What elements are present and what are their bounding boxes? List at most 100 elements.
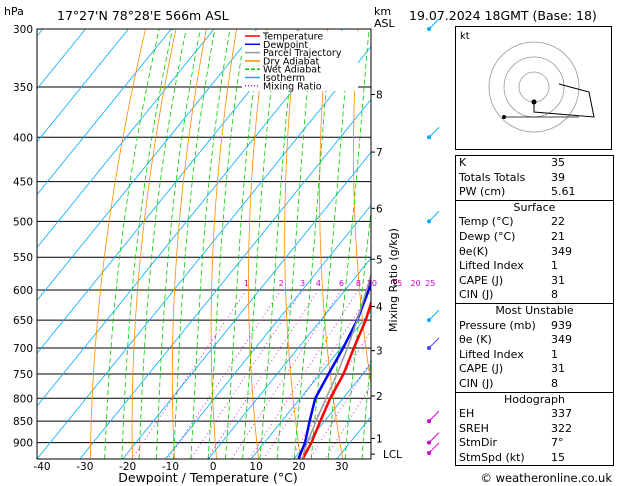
wet-adiabat	[173, 29, 216, 459]
wet-adiabat	[327, 29, 370, 459]
pressure-tick-label: 600	[13, 285, 33, 297]
pressure-tick-label: 350	[13, 82, 33, 94]
mixing-ratio-label: 10	[367, 279, 377, 288]
hodograph-ring	[488, 41, 580, 133]
pressure-tick-label: 550	[13, 252, 33, 264]
isotherm	[122, 151, 371, 459]
profile-parcel-trajectory	[302, 271, 371, 459]
dry-adiabat	[131, 29, 177, 459]
legend-label: Isotherm	[263, 73, 305, 84]
pressure-tick-label: 500	[13, 216, 33, 228]
wind-barb	[428, 410, 440, 422]
legend-label: Mixing Ratio	[263, 81, 322, 92]
hodograph-label: EH	[459, 407, 475, 421]
hodograph-value: 7°	[551, 436, 564, 450]
km-tick-label: 2	[376, 391, 383, 403]
wet-adiabat	[207, 29, 247, 459]
mixing-ratio-line	[289, 330, 371, 459]
pressure-tick-label: 850	[13, 416, 33, 428]
wind-barb-dot	[427, 318, 431, 323]
wet-adiabat	[259, 29, 297, 459]
km-tick-label: 7	[376, 147, 383, 159]
index-label: Totals Totals	[459, 170, 526, 184]
most-unstable-value: 349	[551, 333, 572, 347]
mixing-ratio-line	[263, 290, 371, 459]
asl-label: ASL	[374, 17, 396, 30]
wind-barb-dot	[427, 27, 431, 31]
wet-adiabat	[138, 29, 187, 459]
most-unstable-value: 1	[551, 347, 558, 361]
hodograph-row: StmSpd (kt) 15	[456, 451, 613, 466]
mixing-ratio-label: 1	[244, 279, 249, 288]
most-unstable-label: Lifted Index	[459, 347, 524, 361]
hodograph-row: EH 337	[456, 407, 613, 422]
pressure-tick-label: 700	[13, 343, 33, 355]
hodograph-label: SREH	[459, 421, 489, 435]
dry-adiabat	[284, 29, 302, 459]
wind-barbs	[427, 18, 440, 455]
surface-value: 21	[551, 229, 565, 243]
plot-frame	[36, 28, 372, 460]
most-unstable-label: Pressure (mb)	[459, 318, 536, 332]
dry-adiabat	[89, 29, 146, 459]
most-unstable-title: Most Unstable	[456, 302, 613, 319]
index-row: K 35	[456, 156, 613, 171]
wet-adiabat	[225, 29, 263, 459]
index-row: PW (cm) 5.61	[456, 185, 613, 200]
surface-row: θe(K) 349	[456, 245, 613, 260]
dry-adiabat	[319, 29, 344, 459]
wind-barb-dot	[427, 346, 431, 351]
isotherm	[37, 29, 343, 407]
hodograph-trace	[533, 83, 595, 118]
hodograph-rows: EH 337 SREH 322 StmDir 7° StmSpd (kt) 15	[456, 407, 613, 465]
surface-value: 1	[551, 259, 558, 273]
wind-barb-dot	[427, 219, 431, 224]
x-axis-label: Dewpoint / Temperature (°C)	[118, 470, 297, 485]
isotherm	[37, 29, 258, 302]
isotherm	[37, 29, 300, 354]
wet-adiabat	[276, 29, 315, 459]
pressure-tick-label: 300	[13, 24, 33, 36]
isotherm	[37, 29, 215, 249]
hodograph-storm-motion	[531, 99, 537, 105]
index-value: 5.61	[551, 185, 576, 199]
mixing-ratio-line	[231, 289, 342, 459]
most-unstable-value: 939	[551, 318, 572, 332]
surface-row: CAPE (J) 31	[456, 274, 613, 289]
mixing-ratio-line	[167, 289, 282, 459]
most-unstable-row: CAPE (J) 31	[456, 362, 613, 377]
pressure-tick-label: 450	[13, 177, 33, 189]
temperature-tick-label: -20	[119, 461, 136, 473]
most-unstable-label: CIN (J)	[459, 376, 494, 390]
wind-barb	[428, 442, 440, 454]
surface-value: 22	[551, 215, 565, 229]
wind-barb	[428, 337, 440, 349]
wind-barb	[428, 126, 440, 138]
surface-label: Temp (°C)	[459, 215, 514, 229]
wind-barb	[428, 432, 440, 443]
isotherm	[165, 204, 371, 459]
surface-value: 8	[551, 288, 558, 302]
most-unstable-row: Lifted Index 1	[456, 348, 613, 363]
wet-adiabat	[104, 29, 160, 459]
pressure-tick-label: 400	[13, 132, 33, 144]
surface-row: Temp (°C) 22	[456, 215, 613, 230]
dry-adiabat	[171, 29, 207, 459]
km-tick-label: 3	[376, 346, 383, 358]
hodograph-value: 322	[551, 421, 572, 435]
pressure-tick-label: 650	[13, 315, 33, 327]
temperature-tick-label: 20	[292, 461, 305, 473]
mixing-ratio-line	[190, 289, 303, 459]
legend-label: Temperature	[262, 32, 323, 43]
sounding-profiles	[297, 271, 371, 459]
wet-adiabat	[155, 29, 201, 459]
pressure-tick-label: 900	[13, 438, 33, 450]
km-tick-label: 4	[376, 302, 383, 314]
mixing-ratio-line	[206, 289, 319, 459]
wind-barb	[428, 18, 440, 30]
temperature-tick-label: -30	[76, 461, 93, 473]
km-tick-label: 6	[376, 203, 383, 215]
hodograph-row: StmDir 7°	[456, 436, 613, 451]
legend-label: Parcel Trajectory	[263, 48, 342, 59]
wet-adiabat	[121, 29, 173, 459]
